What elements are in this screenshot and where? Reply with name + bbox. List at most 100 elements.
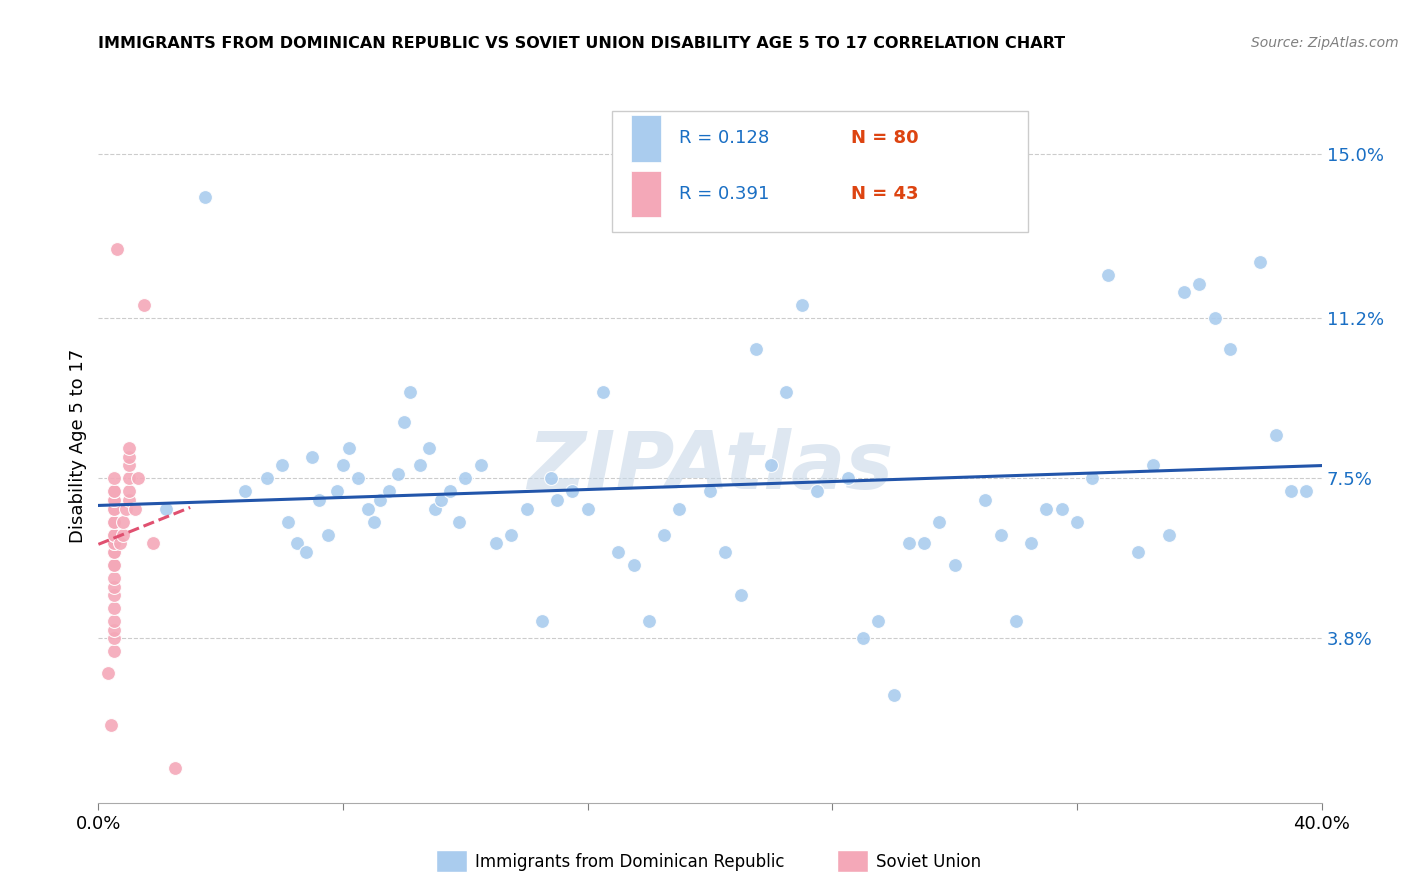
- Point: [1173, 285, 1195, 300]
- Bar: [630, 171, 661, 218]
- Point: [1035, 501, 1057, 516]
- Point: [1157, 527, 1180, 541]
- Point: [270, 458, 292, 473]
- Point: [103, 558, 125, 572]
- Point: [418, 441, 440, 455]
- Point: [1081, 471, 1104, 485]
- Point: [301, 450, 323, 464]
- Point: [912, 536, 935, 550]
- Point: [470, 458, 492, 473]
- Point: [277, 515, 299, 529]
- Point: [745, 342, 768, 356]
- Point: [990, 527, 1012, 541]
- Point: [103, 515, 125, 529]
- Point: [295, 545, 318, 559]
- Point: [790, 298, 813, 312]
- Point: [103, 644, 125, 658]
- Point: [540, 471, 562, 485]
- Point: [103, 527, 125, 541]
- Point: [233, 484, 256, 499]
- Text: Immigrants from Dominican Republic: Immigrants from Dominican Republic: [475, 853, 785, 871]
- Point: [378, 484, 401, 499]
- Point: [103, 536, 125, 550]
- Point: [103, 588, 125, 602]
- Point: [1019, 536, 1042, 550]
- Y-axis label: Disability Age 5 to 17: Disability Age 5 to 17: [69, 349, 87, 543]
- Point: [111, 515, 134, 529]
- Point: [103, 580, 125, 594]
- Point: [430, 493, 453, 508]
- Point: [103, 571, 125, 585]
- Point: [806, 484, 828, 499]
- Point: [699, 484, 721, 499]
- Point: [546, 493, 568, 508]
- Point: [1004, 614, 1026, 628]
- Point: [285, 536, 308, 550]
- Point: [668, 501, 690, 516]
- Text: N = 80: N = 80: [851, 129, 918, 147]
- Point: [501, 527, 523, 541]
- Point: [103, 536, 125, 550]
- Point: [103, 471, 125, 485]
- Point: [897, 536, 920, 550]
- Point: [1097, 268, 1119, 282]
- Point: [1188, 277, 1211, 291]
- Point: [118, 493, 141, 508]
- Point: [103, 484, 125, 499]
- Point: [103, 501, 125, 516]
- Point: [516, 501, 538, 516]
- Point: [134, 298, 156, 312]
- Point: [103, 623, 125, 637]
- Point: [105, 242, 128, 256]
- Point: [118, 458, 141, 473]
- Text: Source: ZipAtlas.com: Source: ZipAtlas.com: [1251, 36, 1399, 50]
- Point: [103, 545, 125, 559]
- Point: [943, 558, 966, 572]
- Point: [103, 493, 125, 508]
- Point: [439, 484, 461, 499]
- Point: [561, 484, 583, 499]
- Point: [623, 558, 645, 572]
- Point: [1050, 501, 1073, 516]
- Point: [256, 471, 278, 485]
- Point: [423, 501, 446, 516]
- Point: [1219, 342, 1241, 356]
- Text: N = 43: N = 43: [851, 186, 918, 203]
- Point: [714, 545, 737, 559]
- Point: [1142, 458, 1164, 473]
- Bar: [630, 115, 661, 161]
- Point: [974, 493, 997, 508]
- Point: [108, 536, 131, 550]
- Point: [1128, 545, 1150, 559]
- Point: [115, 501, 138, 516]
- Point: [118, 471, 141, 485]
- Point: [308, 493, 330, 508]
- Point: [883, 688, 905, 702]
- Point: [100, 718, 122, 732]
- Point: [1295, 484, 1317, 499]
- Point: [399, 384, 422, 399]
- Point: [332, 458, 354, 473]
- Point: [387, 467, 409, 482]
- Point: [103, 484, 125, 499]
- Point: [103, 527, 125, 541]
- Text: R = 0.128: R = 0.128: [679, 129, 769, 147]
- Point: [127, 471, 149, 485]
- Point: [775, 384, 797, 399]
- Point: [103, 614, 125, 628]
- Point: [652, 527, 675, 541]
- Point: [408, 458, 430, 473]
- Point: [607, 545, 630, 559]
- Point: [124, 501, 146, 516]
- Text: Soviet Union: Soviet Union: [876, 853, 981, 871]
- Text: IMMIGRANTS FROM DOMINICAN REPUBLIC VS SOVIET UNION DISABILITY AGE 5 TO 17 CORREL: IMMIGRANTS FROM DOMINICAN REPUBLIC VS SO…: [98, 36, 1066, 51]
- Point: [103, 632, 125, 646]
- Point: [103, 601, 125, 615]
- Point: [637, 614, 661, 628]
- Point: [103, 515, 125, 529]
- Point: [103, 558, 125, 572]
- Point: [163, 761, 186, 775]
- Point: [1264, 428, 1286, 442]
- Point: [356, 501, 378, 516]
- Point: [326, 484, 349, 499]
